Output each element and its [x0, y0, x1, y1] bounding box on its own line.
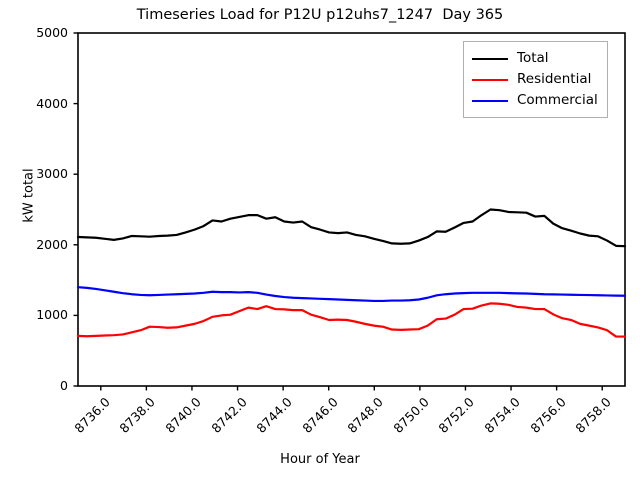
x-axis-ticks [100, 386, 603, 391]
axes-frame [77, 32, 626, 387]
y-tick-label: 5000 [36, 25, 68, 40]
legend-color-swatch [472, 99, 508, 102]
legend-label: Total [517, 49, 549, 66]
x-axis-label: Hour of Year [280, 452, 360, 467]
legend-color-swatch [472, 57, 508, 60]
y-tick-label: 0 [60, 378, 68, 393]
legend-color-swatch [472, 78, 508, 81]
y-tick-label: 4000 [36, 95, 68, 111]
y-tick-label: 1000 [36, 307, 68, 323]
legend-item: Commercial [472, 90, 598, 111]
series-line-total [76, 208, 627, 248]
series-lines [76, 208, 627, 338]
legend-label: Residential [517, 70, 592, 87]
legend-label: Commercial [517, 91, 598, 108]
legend-item: Total [472, 48, 598, 69]
axes-border [77, 32, 626, 387]
series-line-commercial [76, 286, 627, 303]
y-tick-label: 3000 [36, 166, 68, 182]
series-line-residential [76, 302, 627, 338]
legend-item: Residential [472, 69, 598, 90]
chart-title: Timeseries Load for P12U p12uhs7_1247 Da… [136, 7, 504, 23]
chart-legend: Total Residential Commercial [463, 41, 608, 118]
y-axis-ticks [73, 32, 78, 387]
y-tick-label: 2000 [36, 236, 68, 252]
